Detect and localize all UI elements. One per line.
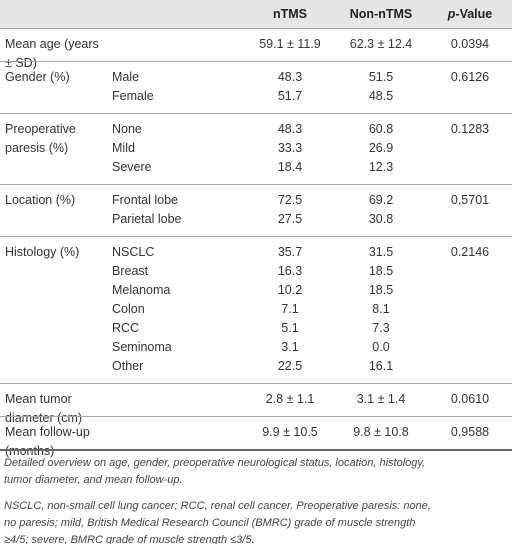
non-ntms-value: 12.3 [368, 160, 394, 174]
ntms-value: 35.7 [277, 245, 303, 259]
ntms-value: 51.7 [277, 89, 303, 103]
non-ntms-value: 3.1 ± 1.4 [356, 392, 406, 406]
ntms-value: 48.3 [277, 122, 303, 136]
ntms-value: 27.5 [277, 212, 303, 226]
sub-label: Colon [112, 302, 145, 316]
ntms-value: 72.5 [277, 193, 303, 207]
footnote-line: NSCLC, non-small cell lung cancer; RCC, … [4, 500, 431, 512]
non-ntms-value: 7.3 [372, 321, 390, 335]
footnote-line: tumor diameter, and mean follow-up. [4, 474, 183, 486]
group-label: Mean age (years ± SD) [5, 37, 99, 70]
ntms-value: 22.5 [277, 359, 303, 373]
group-label: Mean tumor diameter (cm) [5, 392, 83, 425]
p-value: 0.9588 [450, 425, 490, 439]
p-value: 0.0610 [450, 392, 490, 406]
rule [0, 28, 512, 29]
p-value: 0.5701 [450, 193, 490, 207]
non-ntms-value: 48.5 [368, 89, 394, 103]
ntms-value: 18.4 [277, 160, 303, 174]
non-ntms-value: 26.9 [368, 141, 394, 155]
sub-label: Severe [112, 160, 152, 174]
p-value: 0.2146 [450, 245, 490, 259]
group-label: Histology (%) [5, 245, 80, 259]
group-label: Gender (%) [5, 70, 70, 84]
non-ntms-value: 8.1 [372, 302, 390, 316]
rule [0, 416, 512, 417]
non-ntms-value: 30.8 [368, 212, 394, 226]
ntms-value: 9.9 ± 10.5 [262, 425, 318, 439]
sub-label: Seminoma [112, 340, 172, 354]
non-ntms-value: 9.8 ± 10.8 [353, 425, 409, 439]
column-header: nTMS [272, 6, 308, 21]
rule [0, 113, 512, 114]
footnote-line: no paresis; mild, British Medical Resear… [4, 517, 416, 529]
rule [0, 236, 512, 237]
footnote-line: ≥4/5; severe, BMRC grade of muscle stren… [4, 534, 255, 544]
non-ntms-value: 31.5 [368, 245, 394, 259]
non-ntms-value: 51.5 [368, 70, 394, 84]
group-label: Preoperative paresis (%) [5, 122, 76, 155]
group-label: Mean follow-up (months) [5, 425, 90, 458]
sub-label: Breast [112, 264, 149, 278]
p-value: 0.0394 [450, 37, 490, 51]
sub-label: Female [112, 89, 154, 103]
column-header: p-Value [447, 6, 493, 21]
p-value: 0.1283 [450, 122, 490, 136]
ntms-value: 16.3 [277, 264, 303, 278]
column-header: Non-nTMS [349, 6, 413, 21]
non-ntms-value: 62.3 ± 12.4 [349, 37, 413, 51]
non-ntms-value: 0.0 [372, 340, 390, 354]
sub-label: Male [112, 70, 140, 84]
sub-label: Melanoma [112, 283, 171, 297]
header-background [0, 0, 512, 28]
non-ntms-value: 18.5 [368, 264, 394, 278]
group-label: Location (%) [5, 193, 76, 207]
rule [0, 383, 512, 384]
sub-label: Parietal lobe [112, 212, 182, 226]
p-value: 0.6126 [450, 70, 490, 84]
footnote-line: Detailed overview on age, gender, preope… [4, 457, 426, 469]
rule [0, 61, 512, 62]
sub-label: Other [112, 359, 144, 373]
sub-label: None [112, 122, 142, 136]
ntms-value: 2.8 ± 1.1 [265, 392, 315, 406]
rule [0, 184, 512, 185]
sub-label: Frontal lobe [112, 193, 179, 207]
rule [0, 449, 512, 451]
ntms-value: 48.3 [277, 70, 303, 84]
non-ntms-value: 60.8 [368, 122, 394, 136]
sub-label: Mild [112, 141, 135, 155]
non-ntms-value: 16.1 [368, 359, 394, 373]
non-ntms-value: 18.5 [368, 283, 394, 297]
sub-label: NSCLC [112, 245, 155, 259]
ntms-value: 59.1 ± 11.9 [259, 37, 321, 51]
ntms-value: 5.1 [281, 321, 299, 335]
ntms-value: 3.1 [281, 340, 299, 354]
ntms-value: 10.2 [277, 283, 303, 297]
ntms-value: 33.3 [277, 141, 303, 155]
sub-label: RCC [112, 321, 140, 335]
non-ntms-value: 69.2 [368, 193, 394, 207]
ntms-value: 7.1 [281, 302, 299, 316]
